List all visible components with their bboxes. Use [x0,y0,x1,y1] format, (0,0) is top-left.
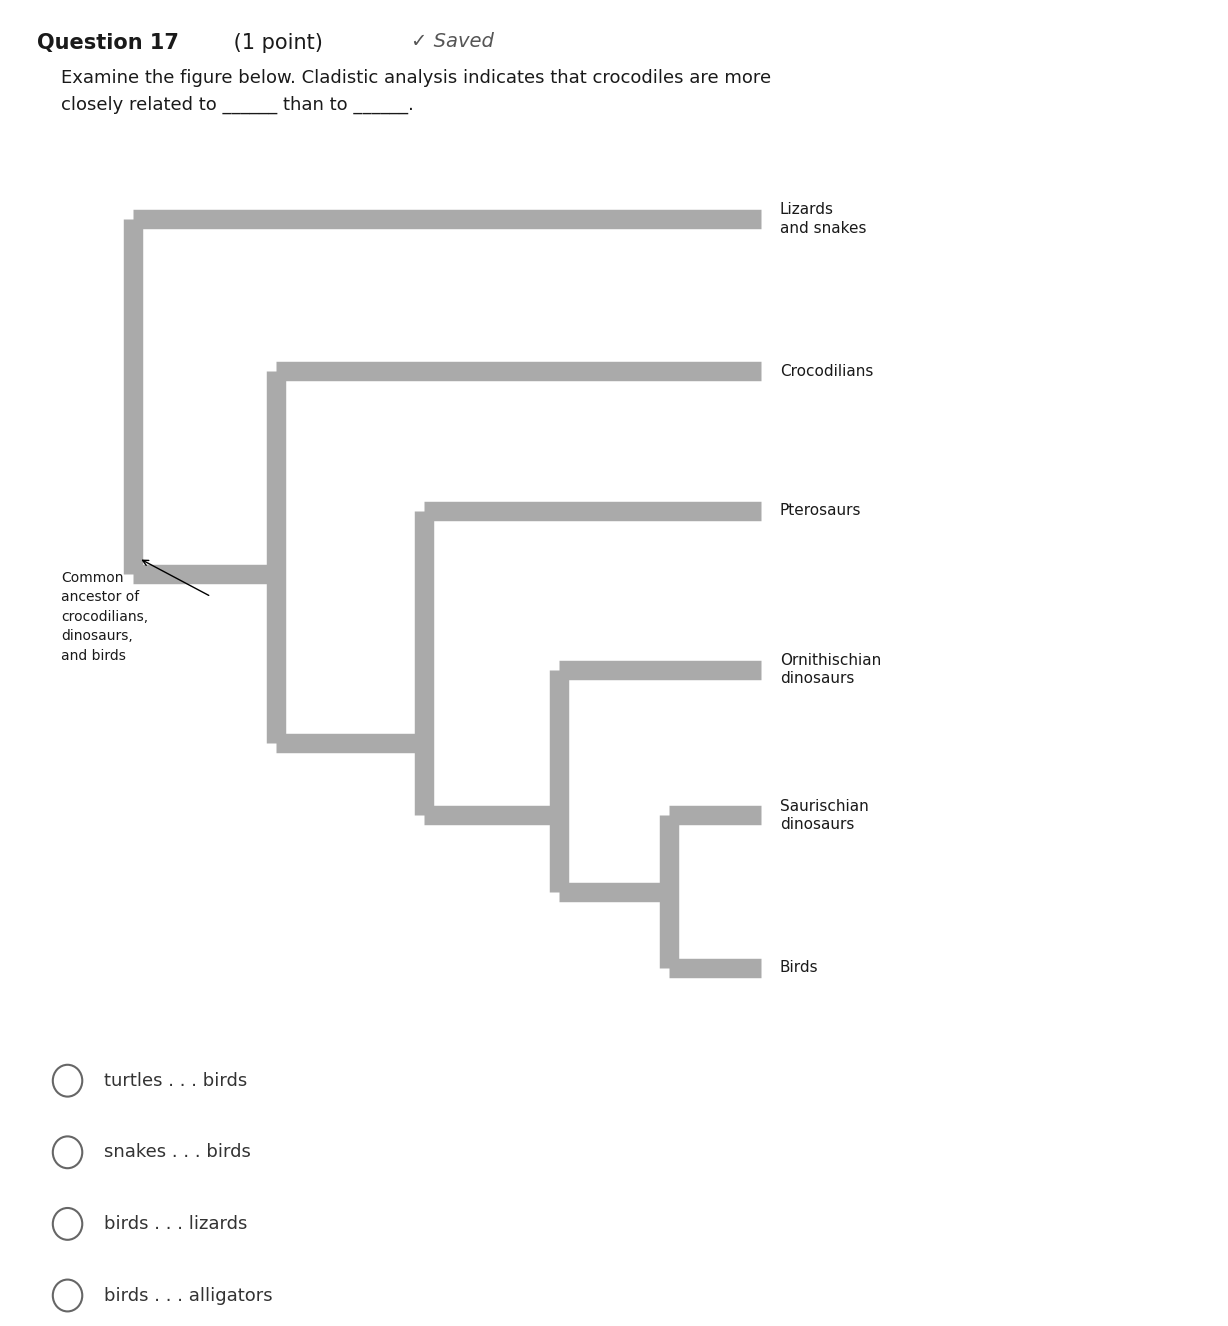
Text: turtles . . . birds: turtles . . . birds [104,1071,248,1090]
Circle shape [53,1065,82,1097]
Text: Examine the figure below. Cladistic analysis indicates that crocodiles are more
: Examine the figure below. Cladistic anal… [61,69,771,114]
Text: snakes . . . birds: snakes . . . birds [104,1143,252,1162]
Text: Question 17: Question 17 [37,33,179,53]
Text: Birds: Birds [780,960,818,976]
Text: Ornithischian
dinosaurs: Ornithischian dinosaurs [780,652,880,687]
Circle shape [53,1136,82,1168]
Text: ✓ Saved: ✓ Saved [411,32,494,52]
Circle shape [53,1208,82,1240]
Text: Pterosaurs: Pterosaurs [780,503,861,518]
Text: Common
ancestor of
crocodilians,
dinosaurs,
and birds: Common ancestor of crocodilians, dinosau… [61,570,149,663]
Text: birds . . . lizards: birds . . . lizards [104,1215,248,1233]
Text: birds . . . alligators: birds . . . alligators [104,1286,273,1305]
Text: (1 point): (1 point) [227,33,323,53]
Text: Lizards
and snakes: Lizards and snakes [780,202,866,236]
Text: Saurischian
dinosaurs: Saurischian dinosaurs [780,798,868,833]
Text: Crocodilians: Crocodilians [780,363,873,379]
Circle shape [53,1280,82,1311]
